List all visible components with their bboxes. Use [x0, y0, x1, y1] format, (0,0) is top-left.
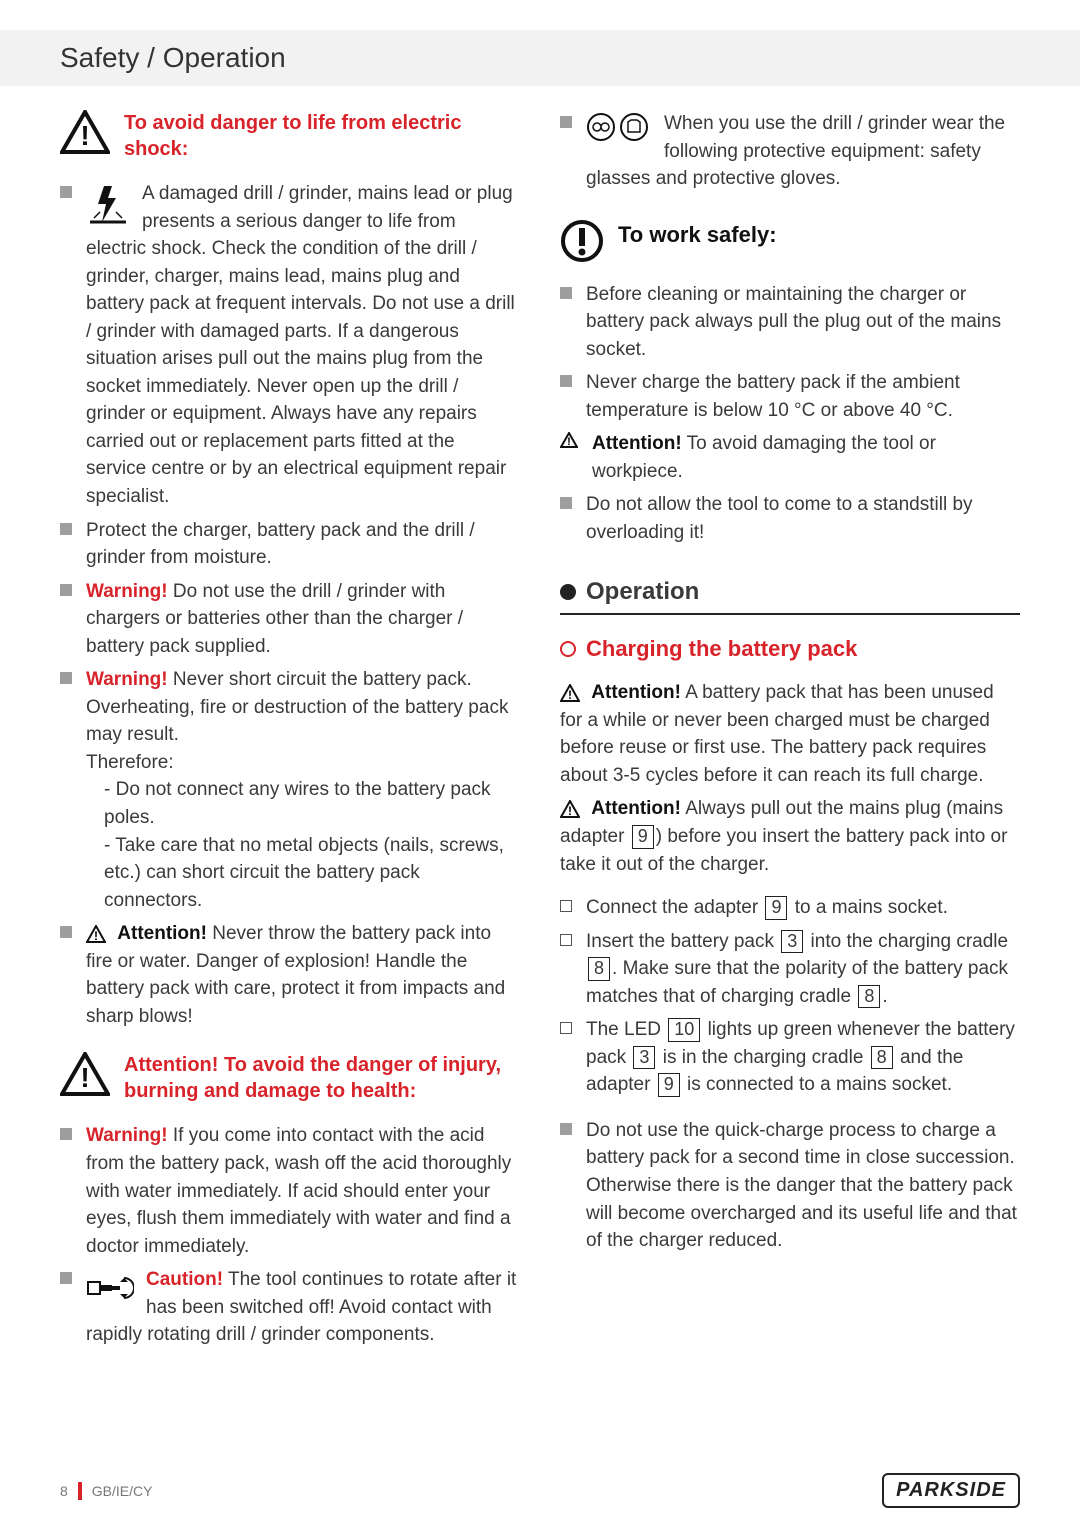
attention-label: Attention!: [591, 682, 681, 703]
bullet-icon: [560, 497, 572, 509]
shock-heading: To avoid danger to life from electric sh…: [124, 110, 520, 162]
notice-circle-icon: [560, 219, 604, 263]
therefore: Therefore:: [86, 749, 520, 777]
bullet-icon: [560, 116, 572, 128]
attention-label: Attention!: [117, 923, 207, 944]
bullet-icon: [560, 375, 572, 387]
step1a: Connect the adapter: [586, 897, 763, 918]
page-number: 8: [60, 1483, 68, 1499]
ref-3: 3: [633, 1046, 655, 1070]
warning-label: Warning!: [86, 1125, 168, 1146]
bullet-icon: [60, 1128, 72, 1140]
warning-triangle-icon: !: [60, 1052, 110, 1096]
shock-b2: Protect the charger, battery pack and th…: [86, 517, 520, 572]
ref-9: 9: [658, 1073, 680, 1097]
warning-label: Warning!: [86, 581, 168, 602]
attention-triangle-icon: !: [86, 925, 106, 943]
bullet-icon: [60, 672, 72, 684]
attention-triangle-icon: !: [560, 684, 580, 702]
hollow-dot-icon: [560, 641, 576, 657]
region-code: GB/IE/CY: [92, 1483, 153, 1499]
bullet-icon: [560, 1123, 572, 1135]
svg-text:!: !: [80, 1062, 89, 1093]
step2b: into the charging cradle: [805, 931, 1008, 952]
work-b2: Never charge the battery pack if the amb…: [586, 369, 1020, 424]
bullet-icon: [60, 1272, 72, 1284]
hollow-bullet-icon: [560, 900, 572, 912]
operation-heading-row: Operation: [560, 575, 1020, 616]
charging-heading: Charging the battery pack: [586, 633, 857, 665]
shock-d1: Do not connect any wires to the battery …: [104, 776, 520, 831]
footer: 8 GB/IE/CY: [60, 1482, 152, 1500]
attention-label: Attention!: [592, 433, 682, 454]
ref-8: 8: [858, 985, 880, 1009]
svg-text:!: !: [567, 436, 571, 448]
warning-triangle-icon: !: [60, 110, 110, 154]
charging-heading-row: Charging the battery pack: [560, 633, 1020, 665]
hollow-bullet-icon: [560, 934, 572, 946]
quick-charge-note: Do not use the quick-charge process to c…: [586, 1117, 1020, 1255]
shock-b1: A damaged drill / grinder, mains lead or…: [86, 183, 515, 507]
step3c: is in the charging cradle: [657, 1047, 868, 1068]
step2a: Insert the battery pack: [586, 931, 779, 952]
injury-heading-row: ! Attention! To avoid the danger of inju…: [60, 1052, 520, 1104]
svg-text:!: !: [568, 804, 572, 818]
page-title: Safety / Operation: [60, 42, 286, 74]
brand-logo: PARKSIDE: [882, 1473, 1020, 1508]
work-b1: Before cleaning or maintaining the charg…: [586, 281, 1020, 364]
ref-8: 8: [871, 1046, 893, 1070]
right-column: When you use the drill / grinder wear th…: [560, 110, 1020, 1355]
shock-d2: Take care that no metal objects (nails, …: [104, 832, 520, 915]
bullet-icon: [560, 287, 572, 299]
ref-8: 8: [588, 957, 610, 981]
rotating-tool-icon: [86, 1268, 134, 1308]
caution-label: Caution!: [146, 1269, 223, 1290]
step3e: is connected to a mains socket.: [682, 1074, 952, 1095]
footer-divider: [78, 1482, 82, 1500]
ppe-glasses-gloves-icon: [586, 112, 652, 142]
work-b4: Do not allow the tool to come to a stand…: [586, 491, 1020, 546]
ref-3: 3: [781, 930, 803, 954]
solid-dot-icon: [560, 584, 576, 600]
hollow-bullet-icon: [560, 1022, 572, 1034]
header-band: Safety / Operation: [0, 30, 1080, 86]
step2c: . Make sure that the polarity of the bat…: [586, 958, 1008, 1007]
work-safely-row: To work safely:: [560, 219, 1020, 263]
step2d: .: [882, 986, 887, 1007]
step1b: to a mains socket.: [789, 897, 947, 918]
svg-text:!: !: [94, 929, 98, 943]
ref-9: 9: [632, 825, 654, 849]
attention-label: Attention!: [591, 798, 681, 819]
bullet-icon: [60, 186, 72, 198]
svg-text:!: !: [568, 688, 572, 702]
attention-triangle-icon: !: [560, 800, 580, 818]
shock-heading-row: ! To avoid danger to life from electric …: [60, 110, 520, 162]
bullet-icon: [60, 523, 72, 535]
step3a: The LED: [586, 1019, 666, 1040]
injury-heading: Attention! To avoid the danger of injury…: [124, 1052, 520, 1104]
bullet-icon: [60, 584, 72, 596]
svg-text:!: !: [80, 120, 89, 151]
electric-shock-icon: [86, 182, 130, 226]
attention-triangle-icon: !: [560, 432, 578, 448]
warning-label: Warning!: [86, 669, 168, 690]
operation-heading: Operation: [586, 575, 699, 610]
ref-9: 9: [765, 896, 787, 920]
bullet-icon: [60, 926, 72, 938]
left-column: ! To avoid danger to life from electric …: [60, 110, 520, 1355]
work-heading: To work safely:: [618, 219, 777, 251]
ref-10: 10: [668, 1018, 700, 1042]
